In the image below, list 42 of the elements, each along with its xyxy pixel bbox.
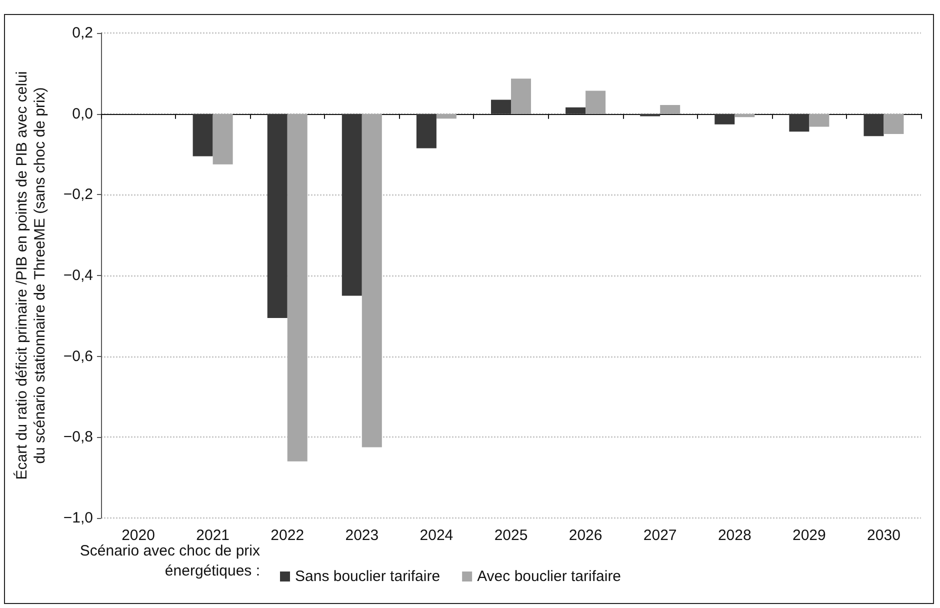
y-axis-title: Écart du ratio déficit primaire /PIB en points de PIB avec celui du scénario stationnaire de ThreeME (sans choc de prix)	[12, 71, 48, 480]
x-tick-label: 2020	[122, 527, 155, 544]
x-tick-label: 2027	[643, 527, 677, 544]
bar	[734, 114, 755, 118]
bar	[511, 78, 531, 114]
y-tick-label: −0,2	[63, 186, 93, 204]
bar	[416, 114, 436, 148]
y-tick-label: −0,8	[63, 428, 93, 446]
y-tick-label: −0,4	[63, 267, 93, 284]
bar	[586, 90, 606, 114]
legend-title: Scénario avec choc de prix énergétiques :	[80, 542, 260, 580]
bar	[864, 114, 884, 136]
bar	[566, 107, 586, 114]
bar	[714, 114, 735, 124]
bar	[491, 100, 511, 114]
x-tick-label: 2026	[568, 527, 602, 544]
x-tick-label: 2021	[196, 527, 230, 544]
bar	[660, 104, 680, 114]
y-tick-label: −0,6	[63, 348, 93, 365]
bar	[287, 114, 308, 462]
y-tick-label: −1,0	[63, 510, 93, 526]
bar	[212, 114, 233, 164]
x-tick-label: 2023	[345, 527, 379, 544]
x-tick-label: 2029	[792, 527, 826, 544]
bar	[884, 114, 904, 134]
bar	[192, 114, 213, 156]
bar	[640, 114, 660, 116]
bar	[267, 114, 288, 318]
y-tick-label: 0,0	[72, 105, 93, 122]
bar	[809, 114, 830, 127]
x-tick-label: 2025	[494, 527, 528, 544]
bar	[789, 114, 810, 132]
legend-label: Avec bouclier tarifaire	[477, 568, 622, 585]
bar	[362, 114, 382, 448]
bar	[436, 114, 456, 119]
x-tick-label: 2024	[420, 527, 454, 544]
bar	[342, 114, 362, 296]
legend-label: Sans bouclier tarifaire	[295, 568, 440, 585]
x-tick-label: 2022	[270, 527, 304, 544]
x-tick-label: 2030	[867, 527, 900, 544]
x-tick-label: 2028	[718, 527, 752, 544]
y-tick-label: 0,2	[72, 24, 93, 42]
